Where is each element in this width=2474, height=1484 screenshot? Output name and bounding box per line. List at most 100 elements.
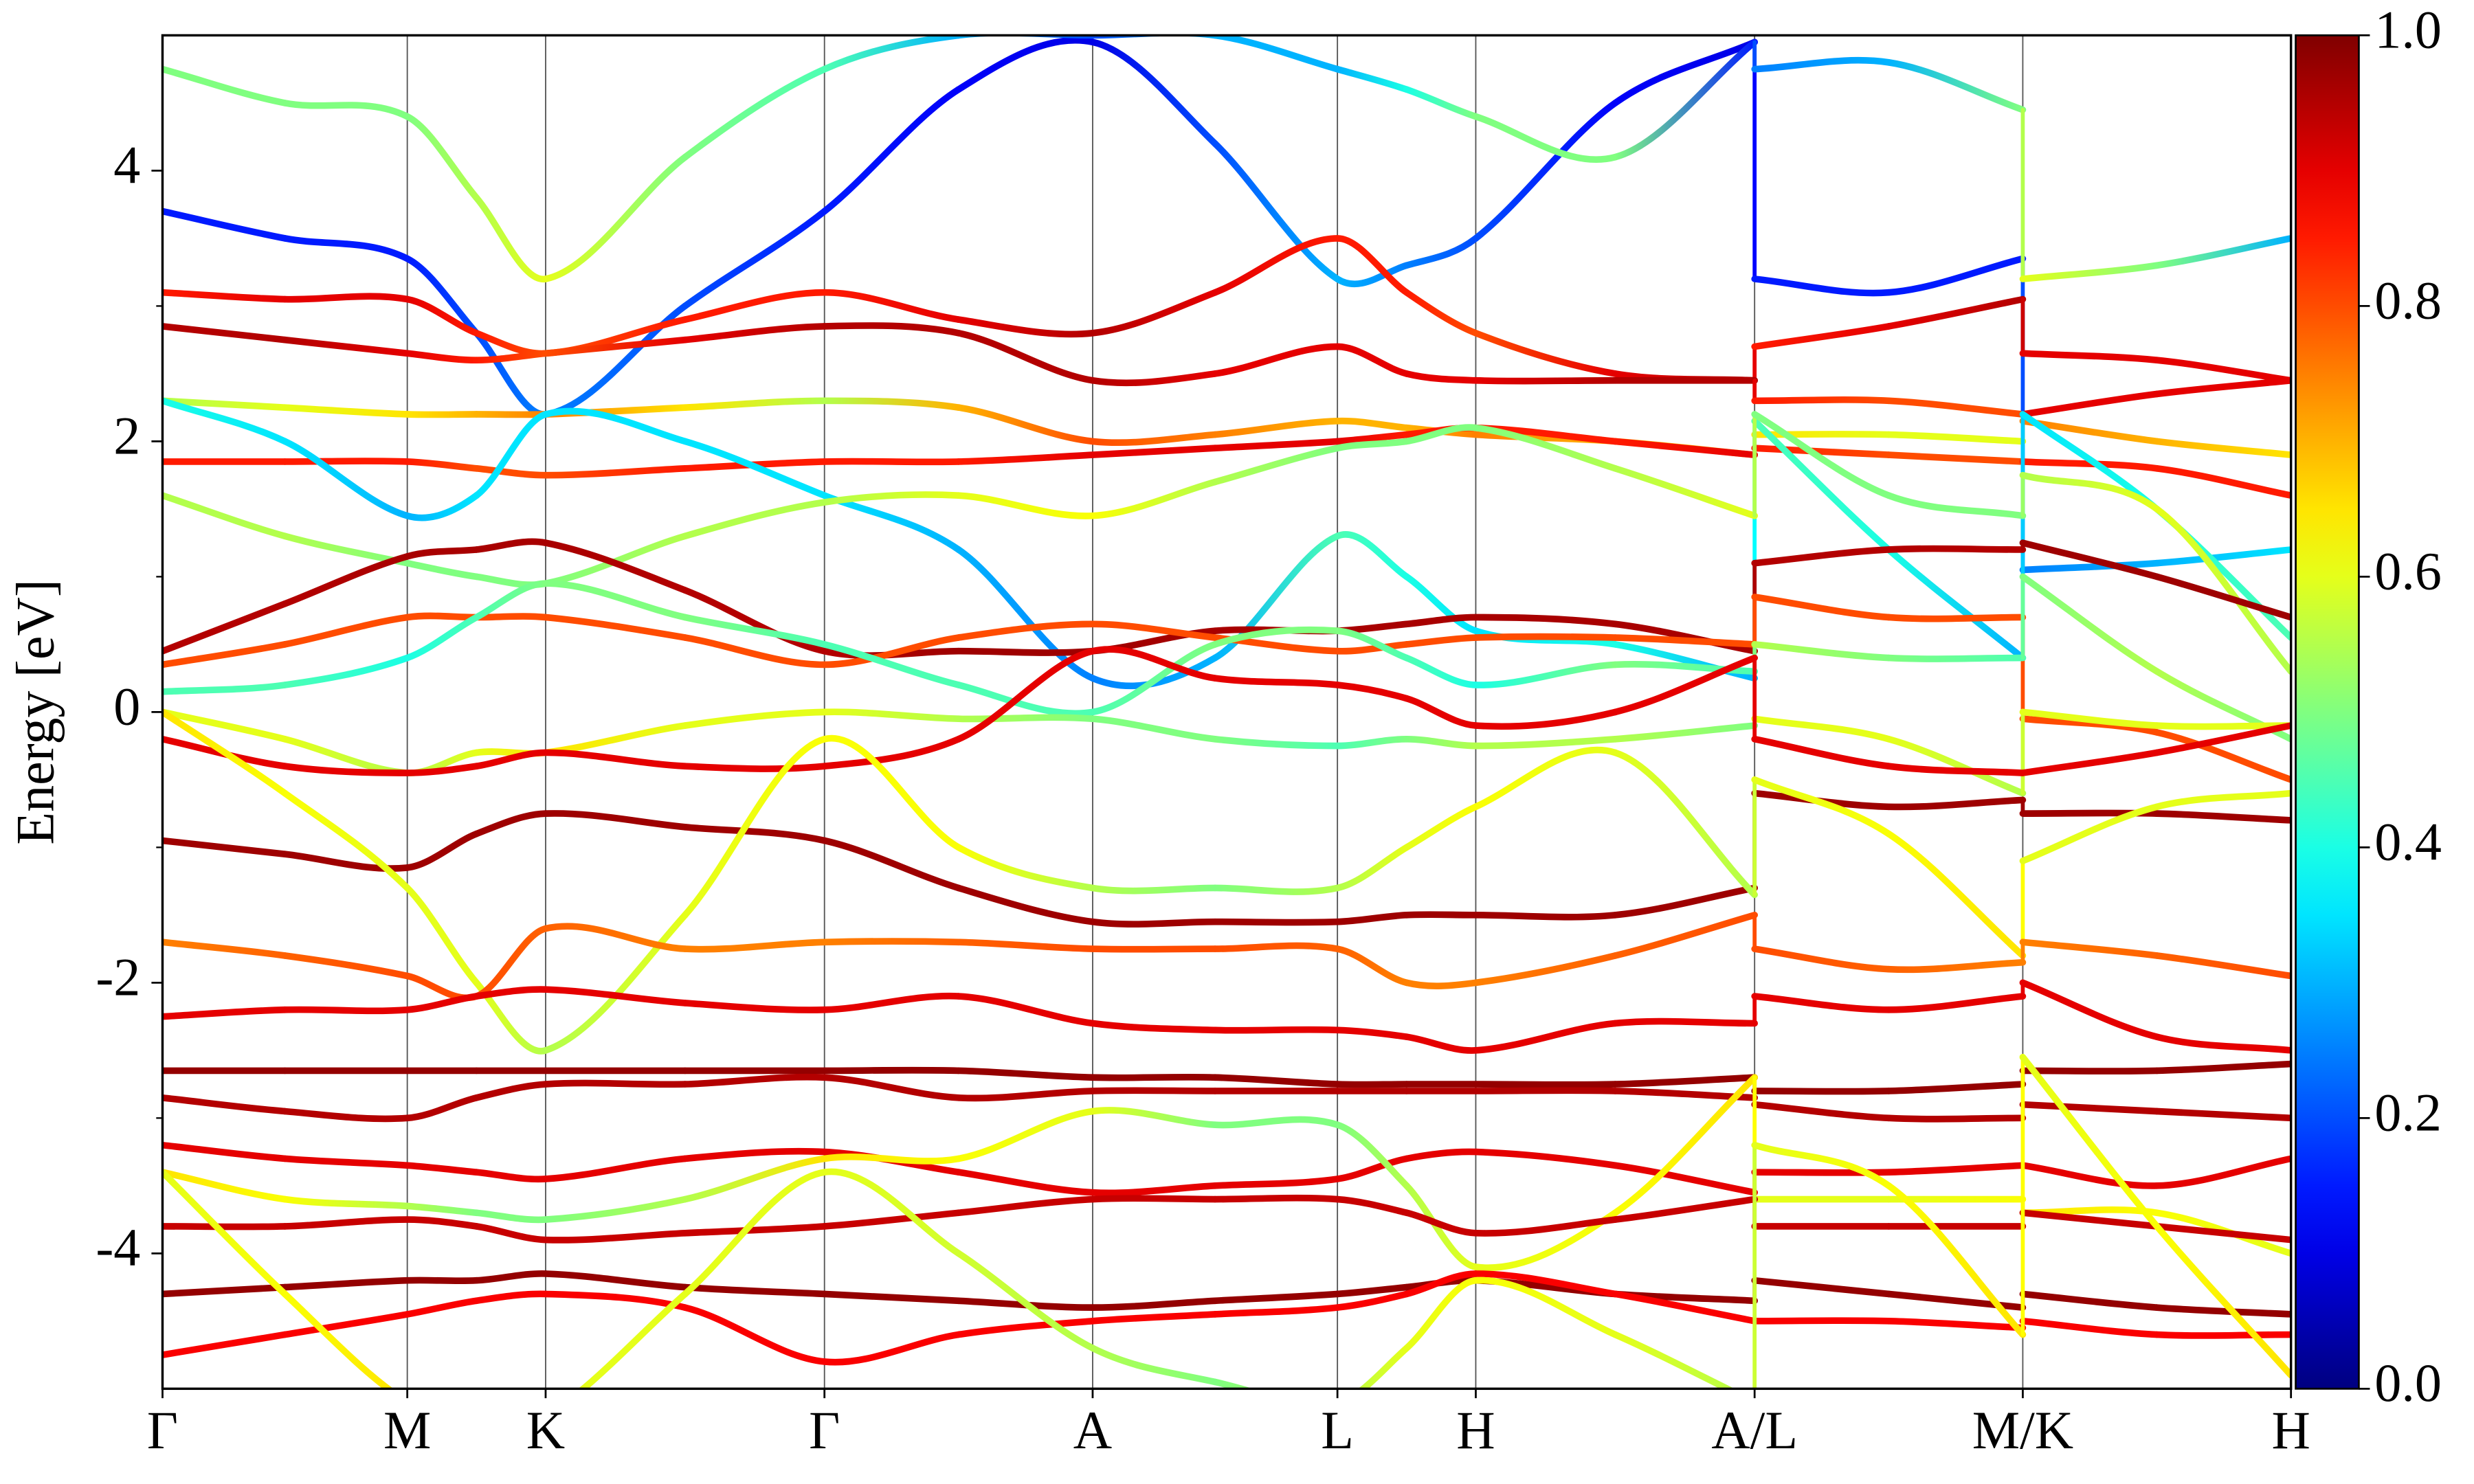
band-segment bbox=[281, 614, 411, 648]
band-segment bbox=[1089, 884, 1218, 895]
band-segment bbox=[403, 492, 480, 521]
band-segment bbox=[955, 647, 1096, 743]
y-tick-label: -4 bbox=[96, 1217, 140, 1277]
band-segment bbox=[2153, 464, 2291, 499]
band-segment bbox=[281, 336, 411, 357]
y-axis-label: Energy [eV] bbox=[5, 579, 65, 844]
band-segment bbox=[955, 938, 1096, 952]
band-segment bbox=[542, 1229, 689, 1244]
band-segment bbox=[1334, 1155, 1410, 1182]
band-segment bbox=[1885, 830, 2027, 959]
band-segment bbox=[1212, 1290, 1341, 1305]
band-segment bbox=[1334, 343, 1410, 377]
band-segment bbox=[955, 1169, 1096, 1196]
band-segment bbox=[403, 113, 480, 201]
band-segment bbox=[1751, 418, 1893, 553]
band-segment bbox=[1751, 993, 1893, 1013]
band-segment bbox=[162, 323, 289, 344]
band-segment bbox=[955, 1195, 1096, 1217]
band-segment bbox=[955, 404, 1096, 445]
y-tick-label: 4 bbox=[113, 135, 140, 194]
band-segment bbox=[682, 587, 828, 655]
band-segment bbox=[1472, 633, 1619, 641]
band-segment bbox=[1885, 654, 2027, 662]
colorbar-tick-label: 1.0 bbox=[2374, 0, 2442, 59]
band-segment bbox=[1472, 1277, 1619, 1338]
band-segment bbox=[682, 65, 828, 161]
band-segment bbox=[955, 1250, 1096, 1352]
band-segment bbox=[682, 1000, 828, 1013]
band-segment bbox=[1403, 634, 1480, 648]
band-segment bbox=[2019, 1209, 2161, 1230]
band-segment bbox=[1334, 627, 1410, 662]
band-segment bbox=[1751, 546, 1893, 567]
band-segment bbox=[1212, 735, 1341, 750]
band-segment bbox=[1334, 417, 1410, 431]
band-segment bbox=[1089, 620, 1218, 641]
band-segment bbox=[1334, 531, 1410, 581]
band-segment bbox=[2153, 573, 2291, 621]
band-segment bbox=[542, 1195, 689, 1223]
band-segment bbox=[1212, 1378, 1253, 1389]
band-segment bbox=[2153, 722, 2291, 756]
band-segment bbox=[821, 289, 962, 323]
band-segment bbox=[1472, 1148, 1619, 1169]
band-segment bbox=[821, 397, 962, 411]
band-segment bbox=[403, 458, 480, 472]
band-segment bbox=[162, 492, 289, 540]
band-segment bbox=[955, 993, 1096, 1027]
x-tick-label: M/K bbox=[1972, 1400, 2073, 1460]
band-segment bbox=[542, 153, 689, 282]
x-tick-label: K bbox=[526, 1400, 565, 1460]
band-segment bbox=[821, 458, 962, 466]
band-segment bbox=[1403, 573, 1480, 635]
band-segment bbox=[682, 1283, 828, 1298]
band-segment bbox=[682, 207, 828, 310]
band-segment bbox=[1472, 100, 1619, 242]
band-segment bbox=[1612, 722, 1758, 743]
band-segment bbox=[1212, 675, 1341, 688]
band-segment bbox=[403, 1297, 480, 1318]
band-segment bbox=[473, 749, 549, 769]
band-segment bbox=[1212, 884, 1341, 895]
band-segment bbox=[1612, 1162, 1758, 1196]
band-segment bbox=[162, 397, 289, 411]
band-segment bbox=[162, 708, 289, 797]
colorbar-tick-label: 0.4 bbox=[2374, 811, 2442, 871]
x-tick-label: Γ bbox=[147, 1400, 178, 1460]
band-segment bbox=[2019, 1101, 2161, 1115]
band-segment bbox=[1334, 641, 1410, 655]
band-segment bbox=[1885, 451, 2027, 465]
band-segment bbox=[2153, 1155, 2291, 1189]
band-segment bbox=[542, 1290, 689, 1311]
band-segment bbox=[162, 289, 289, 303]
band-segment bbox=[473, 613, 549, 621]
band-segment bbox=[162, 837, 289, 858]
band-segment bbox=[403, 614, 480, 662]
band-segment bbox=[2153, 810, 2291, 824]
band-segment bbox=[2019, 458, 2161, 472]
band-segment bbox=[1885, 614, 2027, 622]
band-segment bbox=[1334, 262, 1410, 288]
band-segment bbox=[1212, 343, 1341, 377]
band-segment bbox=[162, 600, 289, 655]
band-segment bbox=[281, 404, 411, 418]
band-segment bbox=[1403, 979, 1480, 989]
band-segment bbox=[281, 952, 411, 980]
band-segment bbox=[821, 322, 962, 337]
band-segment bbox=[1089, 370, 1218, 387]
band-segment bbox=[821, 1154, 962, 1165]
band-segment bbox=[473, 1270, 549, 1284]
band-segment bbox=[2019, 539, 2161, 581]
band-segment bbox=[1612, 912, 1758, 959]
band-segment bbox=[1089, 445, 1218, 458]
band-segment bbox=[1212, 1304, 1341, 1318]
band-segment bbox=[1403, 1033, 1480, 1054]
band-segment bbox=[162, 1169, 289, 1203]
band-segment bbox=[2019, 1053, 2161, 1230]
band-segment bbox=[1089, 715, 1218, 743]
band-segment bbox=[955, 844, 1096, 892]
band-segment bbox=[473, 464, 549, 479]
band-segment bbox=[1885, 1318, 2027, 1331]
